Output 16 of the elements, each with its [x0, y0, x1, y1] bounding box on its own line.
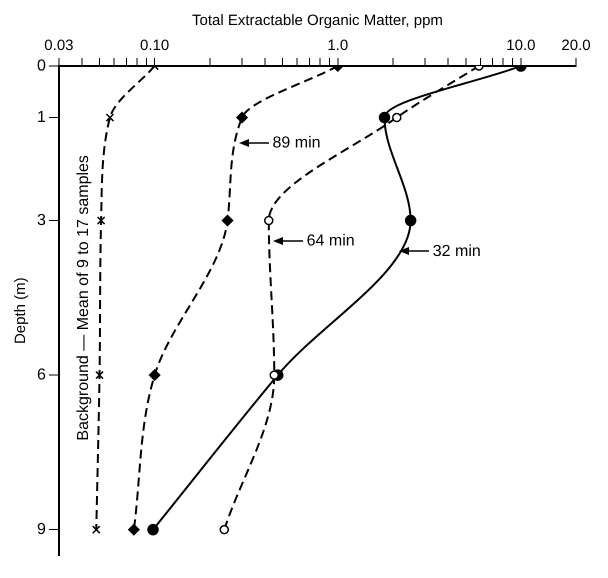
- y-tick-label: 3: [36, 212, 46, 229]
- x-tick-label: 0.10: [140, 37, 170, 54]
- y-tick-label: 0: [36, 57, 46, 74]
- y-axis-title: Depth (m): [12, 277, 30, 344]
- x-tick-label: 1.0: [327, 37, 348, 54]
- y-tick-label: 6: [36, 366, 46, 384]
- annotation: 64 min: [306, 232, 355, 250]
- x-axis-title: Total Extractable Organic Matter, ppm: [192, 12, 443, 30]
- x-tick-label: 10.0: [506, 37, 536, 54]
- y-tick-label: 1: [36, 108, 46, 126]
- annotation: 89 min: [272, 134, 321, 152]
- text: Background — Mean of 9 to 17 samples: [74, 155, 92, 441]
- x-tick-label: 20.0: [561, 37, 591, 54]
- y-tick-label: 9: [36, 521, 46, 538]
- annotation: 32 min: [432, 242, 481, 260]
- x-tick-label: 0.03: [44, 37, 74, 54]
